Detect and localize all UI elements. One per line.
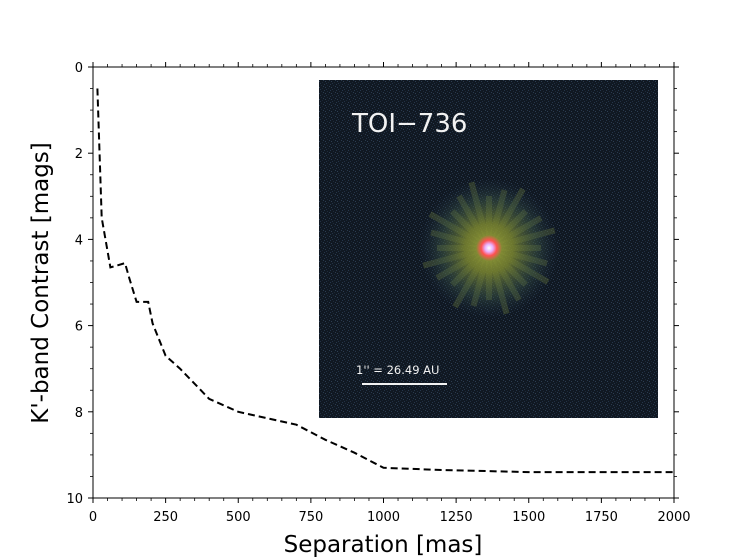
inset-scale-label: 1'' = 26.49 AU — [356, 363, 439, 377]
y-axis-label: K'-band Contrast [mags] — [28, 142, 54, 424]
y-tick-label: 2 — [75, 147, 83, 162]
y-tick-label: 10 — [66, 492, 83, 507]
x-axis-ticks: 0 250 500 750 1000 1250 1500 1750 2000 — [89, 62, 691, 525]
x-tick-label: 750 — [298, 510, 323, 525]
x-tick-label: 1500 — [512, 510, 545, 525]
x-tick-label: 1000 — [367, 510, 400, 525]
x-tick-label: 0 — [89, 510, 97, 525]
series-line-0 — [96, 88, 674, 474]
x-tick-label: 250 — [153, 510, 178, 525]
inset-title: TOI−736 — [351, 109, 467, 139]
y-axis-ticks: 0 2 4 6 8 10 — [66, 61, 679, 507]
x-tick-label: 500 — [226, 510, 251, 525]
y-tick-label: 8 — [75, 406, 83, 421]
x-tick-label: 1750 — [585, 510, 618, 525]
inset-core — [476, 235, 502, 261]
series-group — [96, 88, 674, 474]
x-tick-label: 2000 — [657, 510, 690, 525]
x-axis-label: Separation [mas] — [284, 532, 483, 558]
y-tick-label: 4 — [75, 233, 83, 248]
y-tick-label: 0 — [75, 61, 83, 76]
inset-image: TOI−736 1'' = 26.49 AU — [319, 80, 658, 418]
y-tick-label: 6 — [75, 320, 83, 335]
x-tick-label: 1250 — [440, 510, 473, 525]
